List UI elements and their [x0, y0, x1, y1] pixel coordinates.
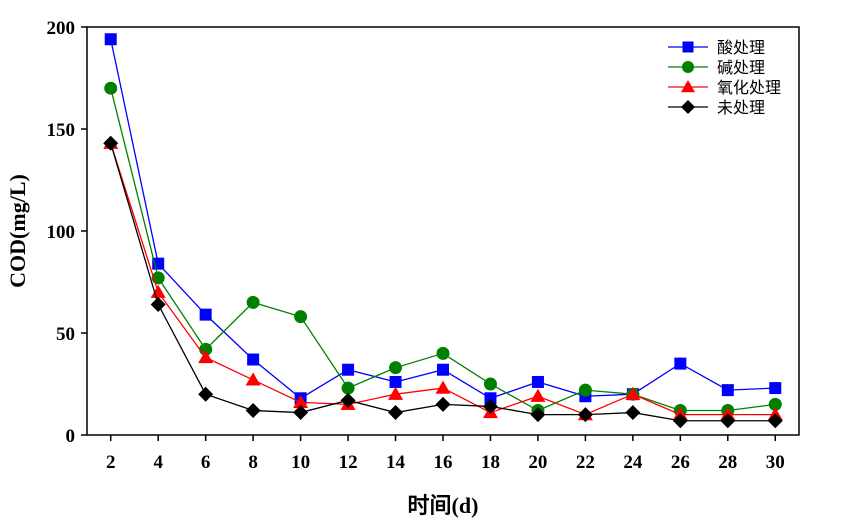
data-point	[198, 386, 214, 402]
data-point	[150, 296, 166, 312]
x-tick-label: 6	[201, 452, 211, 473]
data-point	[530, 388, 546, 402]
legend-item: 酸处理	[668, 38, 765, 57]
data-point	[103, 135, 119, 151]
x-tick-label: 8	[248, 452, 258, 473]
data-point	[721, 384, 734, 397]
legend-item: 未处理	[668, 98, 765, 117]
x-tick-label: 26	[671, 452, 690, 473]
series-diamond	[103, 135, 783, 429]
data-point	[245, 403, 261, 419]
data-point	[768, 397, 782, 411]
x-tick-label: 10	[291, 452, 310, 473]
x-tick-label: 16	[434, 452, 453, 473]
data-point	[625, 386, 641, 400]
data-point	[435, 380, 451, 394]
data-point	[293, 405, 309, 421]
y-axis-ticks: 0 50 100 150 200	[47, 18, 87, 447]
data-point	[389, 361, 403, 375]
data-point	[198, 349, 214, 364]
y-tick-label: 50	[56, 324, 75, 345]
series-line	[110, 143, 776, 422]
legend-marker	[681, 100, 695, 114]
x-tick-label: 14	[386, 452, 406, 473]
data-point	[388, 405, 404, 421]
data-point	[247, 353, 260, 366]
legend-item: 氧化处理	[668, 78, 781, 97]
series-layer	[103, 33, 783, 429]
data-point	[577, 407, 593, 423]
y-tick-label: 100	[47, 222, 76, 243]
data-point	[340, 392, 356, 408]
legend-label: 氧化处理	[717, 78, 781, 97]
data-point	[437, 363, 449, 376]
data-point	[767, 413, 783, 429]
legend-label: 碱处理	[717, 58, 765, 77]
data-point	[674, 357, 687, 370]
y-tick-label: 0	[66, 426, 76, 447]
x-axis-ticks: 2 4 6 8 10 12 14 16 18 20 22 24 26 28 30	[106, 435, 785, 473]
x-tick-label: 28	[718, 452, 737, 473]
data-point	[482, 398, 498, 414]
data-point	[199, 308, 212, 321]
x-tick-label: 2	[106, 452, 116, 473]
data-point	[672, 413, 688, 429]
legend-label: 酸处理	[717, 38, 765, 57]
x-tick-label: 24	[623, 452, 643, 473]
data-point	[625, 405, 641, 421]
data-point	[341, 381, 355, 395]
data-point	[293, 394, 309, 408]
data-point	[389, 375, 402, 388]
legend-marker	[681, 80, 695, 93]
x-tick-label: 18	[481, 452, 500, 473]
data-point	[342, 363, 355, 376]
y-tick-label: 200	[47, 18, 76, 39]
data-point	[483, 377, 497, 391]
x-tick-label: 22	[576, 452, 595, 473]
data-point	[720, 413, 736, 429]
data-point	[435, 396, 451, 412]
data-point	[104, 81, 118, 95]
series-triangle	[103, 135, 783, 421]
y-axis-title: COD(mg/L)	[5, 174, 30, 288]
legend-marker	[682, 41, 694, 53]
data-point	[246, 295, 260, 309]
y-tick-label: 150	[47, 120, 76, 141]
legend-marker	[682, 61, 694, 73]
data-point	[245, 372, 261, 386]
data-point	[436, 346, 450, 360]
x-tick-label: 12	[339, 452, 358, 473]
data-point	[769, 382, 782, 395]
x-tick-label: 20	[528, 452, 547, 473]
data-point	[484, 392, 497, 405]
data-point	[530, 407, 546, 423]
legend-label: 未处理	[717, 98, 765, 117]
data-point	[150, 284, 166, 298]
x-axis-title: 时间(d)	[408, 493, 479, 518]
data-point	[531, 375, 544, 388]
x-tick-label: 30	[766, 452, 785, 473]
data-point	[294, 310, 308, 324]
data-point	[578, 383, 592, 397]
data-point	[388, 386, 404, 400]
data-point	[104, 33, 117, 46]
legend-item: 碱处理	[668, 58, 765, 77]
x-tick-label: 4	[153, 452, 163, 473]
